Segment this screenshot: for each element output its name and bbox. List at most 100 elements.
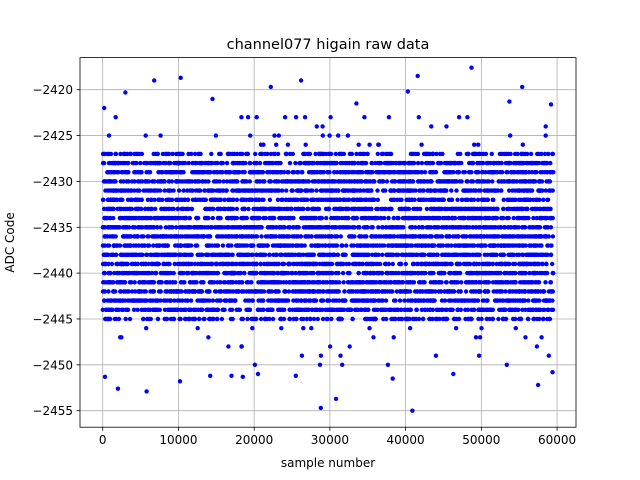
data-point: [446, 197, 452, 202]
data-point: [536, 225, 541, 230]
data-point: [335, 234, 340, 239]
data-point: [410, 179, 416, 184]
data-point: [216, 188, 221, 193]
data-point: [195, 197, 201, 202]
data-point: [170, 151, 175, 157]
data-point: [513, 206, 518, 212]
data-point: [244, 225, 249, 230]
data-point: [107, 316, 112, 322]
data-point: [411, 206, 416, 212]
data-point: [378, 261, 383, 267]
data-point: [165, 151, 171, 157]
data-point: [124, 170, 129, 175]
data-point: [143, 206, 148, 212]
data-point: [197, 188, 202, 193]
data-point: [521, 280, 527, 285]
data-point: [520, 307, 525, 312]
data-point: [300, 170, 305, 175]
data-point: [224, 225, 230, 230]
data-point: [178, 280, 184, 285]
data-point: [532, 170, 537, 175]
data-point: [201, 197, 206, 202]
data-point: [175, 197, 180, 202]
data-point: [514, 289, 519, 294]
data-point: [427, 151, 433, 157]
data-point: [132, 225, 137, 230]
data-point: [198, 261, 204, 267]
data-point: [219, 316, 225, 322]
data-point: [114, 307, 119, 312]
data-point: [211, 270, 216, 276]
data-point: [450, 307, 455, 312]
data-point: [155, 298, 161, 303]
data-point: [490, 280, 496, 285]
data-point: [261, 307, 266, 312]
data-point: [385, 252, 391, 257]
data-point: [356, 160, 361, 166]
data-point: [408, 289, 413, 294]
data-point: [332, 206, 337, 212]
data-point: [384, 307, 389, 312]
data-point: [546, 151, 551, 157]
data-point: [305, 289, 311, 294]
data-point: [294, 261, 299, 267]
data-point: [125, 307, 131, 312]
data-point: [150, 225, 156, 230]
data-point: [140, 252, 145, 257]
data-point: [510, 206, 515, 212]
data-point: [354, 151, 359, 157]
data-point: [214, 316, 220, 322]
data-point: [330, 243, 336, 248]
data-point: [508, 280, 514, 285]
data-point: [216, 234, 221, 239]
data-point: [315, 316, 320, 322]
data-point: [228, 179, 233, 184]
data-point: [106, 261, 111, 267]
data-point: [167, 298, 173, 303]
data-point: [507, 188, 512, 193]
data-point: [322, 160, 327, 166]
data-point: [395, 234, 400, 239]
data-point: [428, 316, 433, 322]
data-point: [294, 316, 299, 322]
data-point: [290, 225, 296, 230]
data-point: [120, 197, 125, 202]
data-point: [366, 307, 371, 312]
data-point: [399, 316, 405, 322]
data-point: [501, 206, 506, 212]
data-point: [489, 151, 494, 157]
data-point: [230, 151, 235, 157]
data-point: [450, 215, 455, 221]
data-point: [224, 160, 230, 166]
data-point: [109, 298, 114, 303]
data-point: [128, 151, 134, 157]
data-point: [375, 188, 380, 193]
data-point: [100, 289, 106, 294]
data-point: [109, 261, 115, 267]
data-point: [189, 151, 194, 157]
data-point: [161, 298, 166, 303]
data-point: [196, 316, 202, 322]
data-point: [131, 307, 137, 312]
data-point: [455, 197, 460, 202]
data-point: [410, 316, 416, 322]
data-point: [141, 280, 146, 285]
data-point: [146, 206, 152, 212]
data-point: [341, 280, 346, 285]
data-point: [365, 243, 370, 248]
data-point: [256, 225, 261, 230]
data-point: [537, 316, 542, 322]
data-point: [366, 206, 371, 212]
data-point: [101, 160, 107, 166]
data-point: [370, 243, 376, 248]
data-point: [262, 188, 268, 193]
data-point: [263, 234, 269, 239]
data-point: [220, 261, 225, 267]
data-point: [515, 188, 520, 193]
data-point: [126, 179, 131, 184]
data-point: [435, 307, 441, 312]
data-point: [385, 170, 391, 175]
data-point: [295, 170, 301, 175]
data-point: [539, 243, 544, 248]
